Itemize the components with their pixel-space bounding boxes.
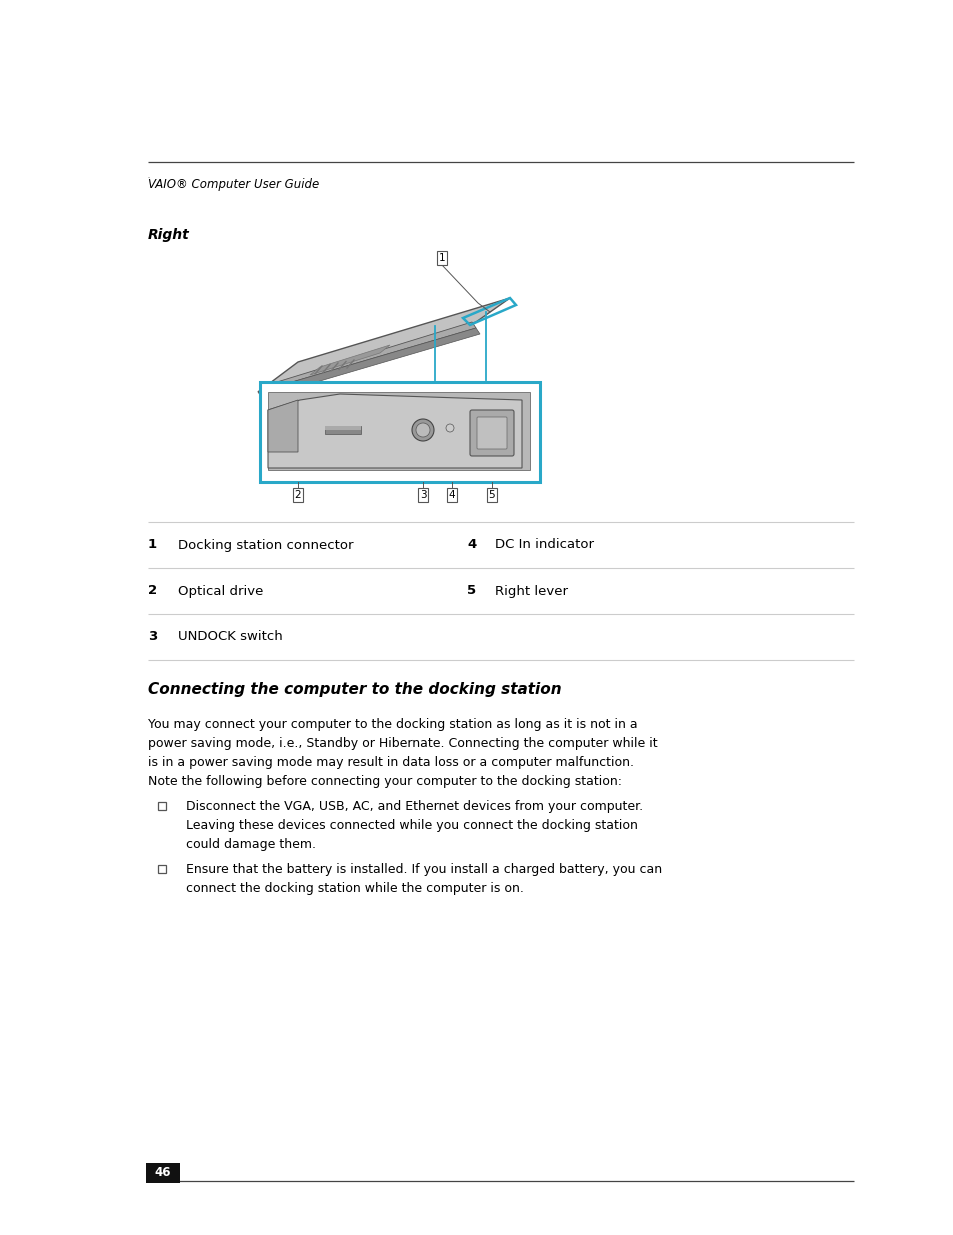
FancyBboxPatch shape <box>476 417 506 450</box>
Text: 5: 5 <box>467 584 476 598</box>
Bar <box>268 391 530 471</box>
Text: Note the following before connecting your computer to the docking station:: Note the following before connecting you… <box>148 776 621 788</box>
Text: You may connect your computer to the docking station as long as it is not in a: You may connect your computer to the doc… <box>148 718 637 731</box>
Text: connect the docking station while the computer is on.: connect the docking station while the co… <box>186 882 523 895</box>
Text: 46: 46 <box>154 1167 171 1179</box>
Text: VAIO® Computer User Guide: VAIO® Computer User Guide <box>148 178 319 191</box>
Text: Docking station connector: Docking station connector <box>177 538 353 552</box>
Text: 1: 1 <box>438 253 445 263</box>
FancyBboxPatch shape <box>470 410 514 456</box>
Circle shape <box>412 419 434 441</box>
Text: 3: 3 <box>419 490 426 500</box>
Text: Ensure that the battery is installed. If you install a charged battery, you can: Ensure that the battery is installed. If… <box>186 863 661 876</box>
Bar <box>157 802 166 810</box>
Text: 5: 5 <box>488 490 495 500</box>
Text: DC In indicator: DC In indicator <box>495 538 594 552</box>
Polygon shape <box>257 322 476 391</box>
Bar <box>325 426 360 433</box>
Bar <box>146 1163 180 1183</box>
Text: Disconnect the VGA, USB, AC, and Ethernet devices from your computer.: Disconnect the VGA, USB, AC, and Etherne… <box>186 800 642 813</box>
Bar <box>325 426 360 430</box>
Text: Optical drive: Optical drive <box>177 584 263 598</box>
Polygon shape <box>268 400 297 452</box>
Text: Connecting the computer to the docking station: Connecting the computer to the docking s… <box>148 682 561 697</box>
Text: power saving mode, i.e., Standby or Hibernate. Connecting the computer while it: power saving mode, i.e., Standby or Hibe… <box>148 737 657 750</box>
Text: 2: 2 <box>148 584 157 598</box>
Text: 4: 4 <box>467 538 476 552</box>
Text: Right: Right <box>148 228 190 242</box>
Polygon shape <box>257 329 479 398</box>
Polygon shape <box>257 298 510 391</box>
Bar <box>260 382 539 482</box>
Text: UNDOCK switch: UNDOCK switch <box>177 631 282 643</box>
Polygon shape <box>268 394 521 468</box>
Circle shape <box>416 424 430 437</box>
Bar <box>157 864 166 873</box>
Text: 1: 1 <box>148 538 157 552</box>
Text: Leaving these devices connected while you connect the docking station: Leaving these devices connected while yo… <box>186 819 637 832</box>
Text: is in a power saving mode may result in data loss or a computer malfunction.: is in a power saving mode may result in … <box>148 756 633 769</box>
Text: 3: 3 <box>148 631 157 643</box>
Text: could damage them.: could damage them. <box>186 839 315 851</box>
Text: 2: 2 <box>294 490 301 500</box>
Text: Right lever: Right lever <box>495 584 568 598</box>
Polygon shape <box>310 345 390 375</box>
Text: 4: 4 <box>448 490 455 500</box>
Circle shape <box>446 424 454 432</box>
